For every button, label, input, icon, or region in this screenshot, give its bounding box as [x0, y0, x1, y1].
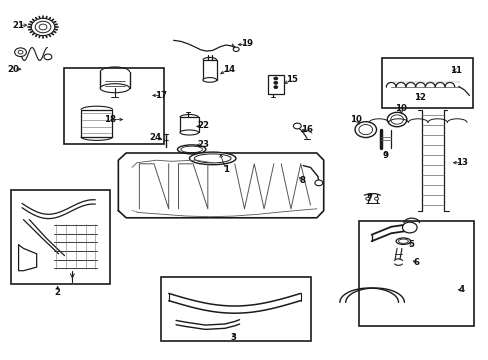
- Bar: [11, 190, 109, 284]
- Circle shape: [354, 122, 376, 138]
- Ellipse shape: [180, 130, 198, 135]
- Bar: [203, 60, 216, 80]
- Bar: [267, 75, 283, 94]
- Bar: [63, 68, 163, 144]
- Text: 18: 18: [104, 115, 116, 124]
- Text: 10: 10: [349, 115, 361, 124]
- Circle shape: [15, 48, 26, 57]
- Text: 22: 22: [197, 122, 208, 130]
- Text: 17: 17: [155, 91, 167, 100]
- Text: 11: 11: [449, 66, 461, 75]
- Text: 15: 15: [286, 76, 298, 85]
- Text: 8: 8: [299, 176, 305, 185]
- Circle shape: [314, 180, 322, 186]
- Text: 23: 23: [197, 140, 208, 149]
- Bar: [180, 117, 198, 132]
- Bar: [359, 221, 473, 326]
- Circle shape: [402, 222, 416, 233]
- Circle shape: [31, 18, 55, 36]
- Circle shape: [293, 123, 301, 129]
- Text: 21: 21: [13, 21, 24, 30]
- Text: 4: 4: [458, 285, 464, 294]
- Circle shape: [18, 50, 23, 54]
- Text: 1: 1: [223, 165, 228, 174]
- Text: 2: 2: [55, 288, 61, 297]
- Circle shape: [233, 47, 239, 51]
- Text: 3: 3: [230, 333, 236, 342]
- Text: 24: 24: [149, 133, 161, 142]
- Ellipse shape: [203, 78, 216, 82]
- Text: 12: 12: [413, 94, 425, 102]
- Ellipse shape: [395, 238, 410, 244]
- Circle shape: [273, 77, 277, 80]
- Circle shape: [365, 197, 369, 200]
- Circle shape: [273, 81, 277, 84]
- Text: 13: 13: [455, 158, 467, 167]
- Text: 6: 6: [413, 258, 419, 266]
- Text: 10: 10: [394, 104, 406, 113]
- Circle shape: [386, 112, 406, 127]
- Text: 19: 19: [241, 40, 252, 49]
- Bar: [382, 58, 472, 108]
- Text: 7: 7: [366, 194, 371, 203]
- Ellipse shape: [177, 145, 205, 154]
- Text: 9: 9: [382, 151, 387, 160]
- Circle shape: [44, 54, 52, 60]
- Ellipse shape: [189, 152, 236, 165]
- Text: 5: 5: [408, 240, 414, 248]
- Text: 20: 20: [8, 65, 20, 74]
- Circle shape: [273, 86, 277, 89]
- Ellipse shape: [100, 84, 129, 93]
- Bar: [81, 110, 112, 137]
- Text: 16: 16: [301, 125, 312, 134]
- Circle shape: [374, 197, 378, 200]
- Bar: [161, 277, 310, 341]
- Text: 14: 14: [223, 65, 234, 74]
